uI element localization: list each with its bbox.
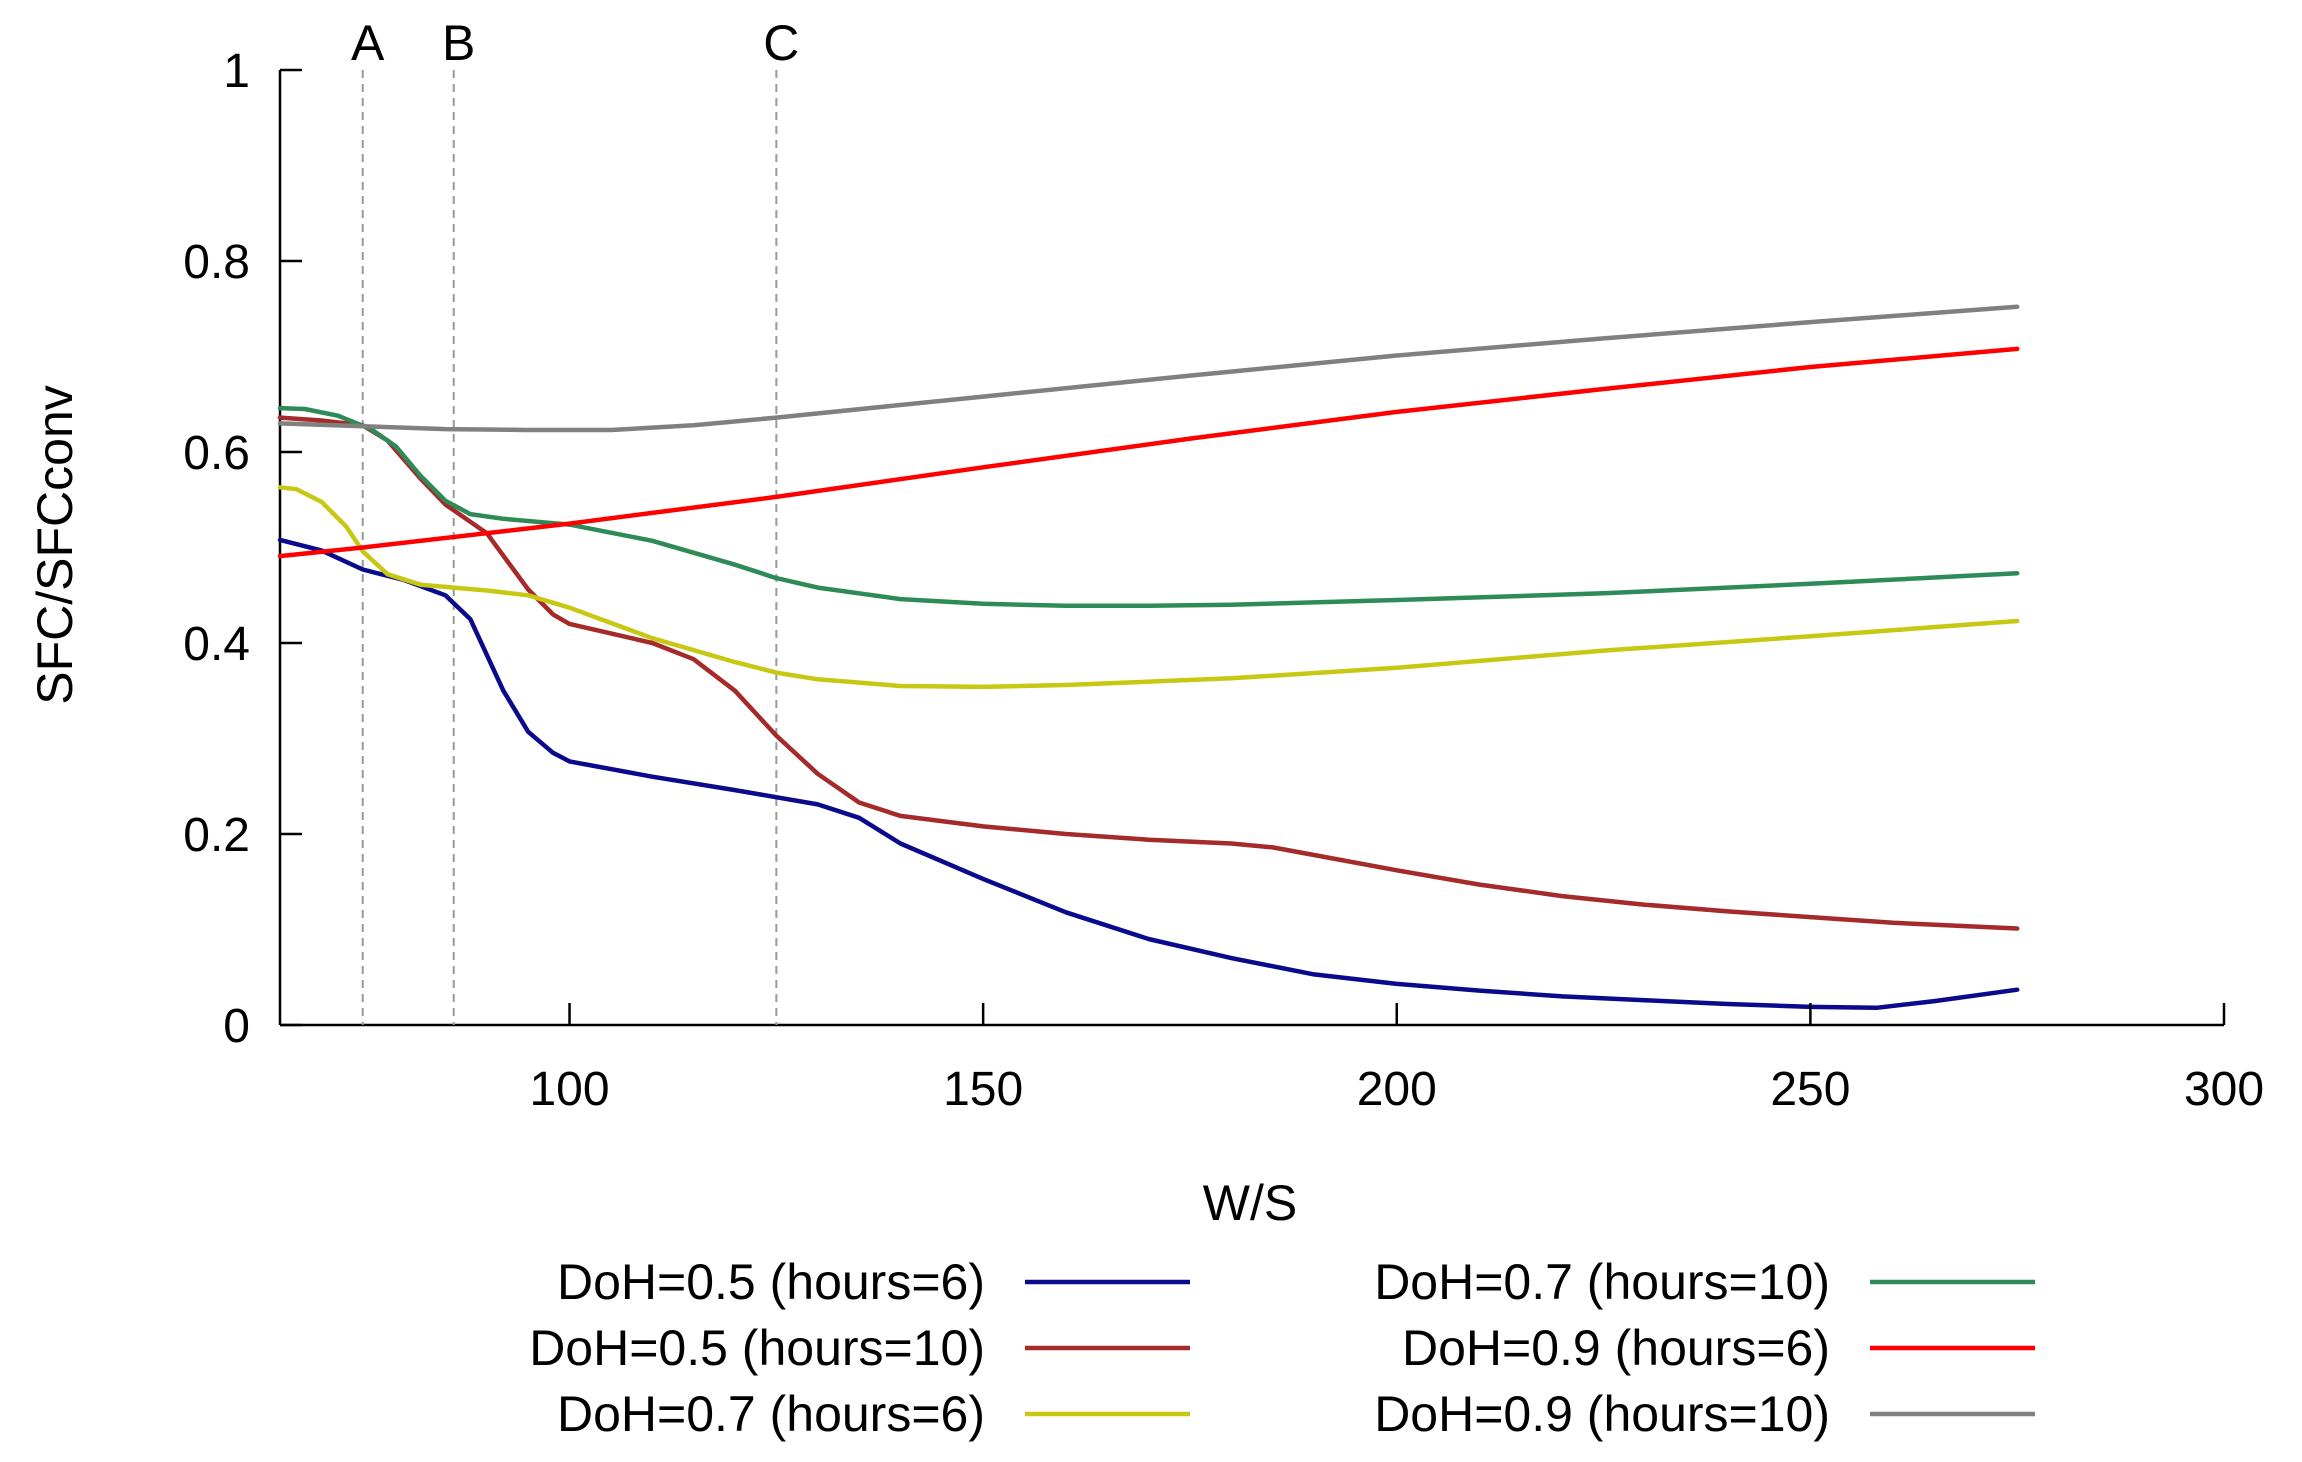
series-line-4 xyxy=(277,405,2020,609)
y-tick-label: 0.8 xyxy=(183,236,250,289)
legend-label: DoH=0.7 (hours=10) xyxy=(1374,1254,1830,1310)
legend-label: DoH=0.7 (hours=6) xyxy=(557,1386,985,1442)
y-tick-label: 0.2 xyxy=(183,809,250,862)
x-tick-label: 200 xyxy=(1357,1063,1437,1116)
series-line-2 xyxy=(277,415,2020,931)
y-tick-label: 1 xyxy=(223,45,250,98)
x-tick-label: 300 xyxy=(2184,1063,2264,1116)
reference-markers: A B C xyxy=(351,15,799,1025)
x-tick-label: 150 xyxy=(943,1063,1023,1116)
marker-label-a: A xyxy=(351,15,385,71)
series-line-6 xyxy=(277,304,2020,433)
y-tick-label: 0.6 xyxy=(183,427,250,480)
legend: DoH=0.5 (hours=6) DoH=0.5 (hours=10) DoH=0… xyxy=(529,1254,2035,1442)
y-axis-title: SFC/SFCconv xyxy=(27,385,83,705)
y-tick-label: 0.4 xyxy=(183,618,250,671)
series-line-5 xyxy=(277,346,2020,559)
marker-label-b: B xyxy=(442,15,475,71)
legend-label: DoH=0.5 (hours=10) xyxy=(529,1320,985,1376)
series-lines xyxy=(277,304,2020,1011)
legend-label: DoH=0.5 (hours=6) xyxy=(557,1254,985,1310)
x-tick-label: 100 xyxy=(529,1063,609,1116)
series-line-3 xyxy=(277,485,2020,690)
y-tick-label: 0 xyxy=(223,1000,250,1053)
plot-frame xyxy=(278,70,2224,1027)
legend-label: DoH=0.9 (hours=6) xyxy=(1402,1320,1830,1376)
x-axis-title: W/S xyxy=(1203,1175,1297,1231)
series-line-1 xyxy=(277,537,2020,1011)
y-axis-ticks: 0 0.2 0.4 0.6 0.8 1 xyxy=(183,45,302,1053)
legend-label: DoH=0.9 (hours=10) xyxy=(1374,1386,1830,1442)
x-axis-ticks: 100 150 200 250 300 xyxy=(529,1003,2264,1116)
marker-label-c: C xyxy=(763,15,799,71)
x-tick-label: 250 xyxy=(1770,1063,1850,1116)
